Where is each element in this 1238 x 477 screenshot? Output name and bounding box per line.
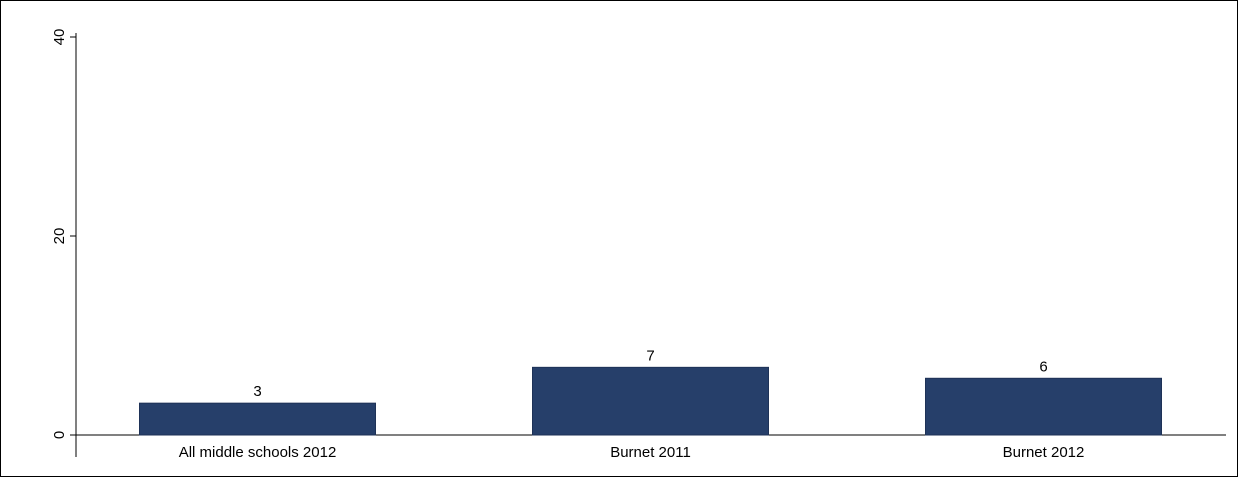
data-label-1: 3 — [253, 383, 261, 400]
x-axis: All middle schools 2012 Burnet 2011 Burnet… — [76, 434, 1226, 461]
y-tick-label-20: 20 — [51, 228, 68, 245]
bar-2 — [532, 366, 769, 436]
data-label-3: 6 — [1039, 358, 1047, 375]
x-category-label-2: Burnet 2011 — [610, 444, 691, 461]
x-category-label-1: All middle schools 2012 — [179, 444, 337, 461]
data-labels: 3 7 6 — [253, 347, 1047, 400]
bars — [139, 366, 1162, 436]
y-tick-label-40: 40 — [51, 29, 68, 46]
bar-3 — [925, 377, 1162, 436]
y-tick-label-0: 0 — [51, 431, 68, 439]
x-category-label-3: Burnet 2012 — [1003, 444, 1085, 461]
data-label-2: 7 — [646, 347, 654, 364]
bar-1 — [139, 402, 376, 436]
y-axis: 0 20 40 — [51, 29, 77, 457]
